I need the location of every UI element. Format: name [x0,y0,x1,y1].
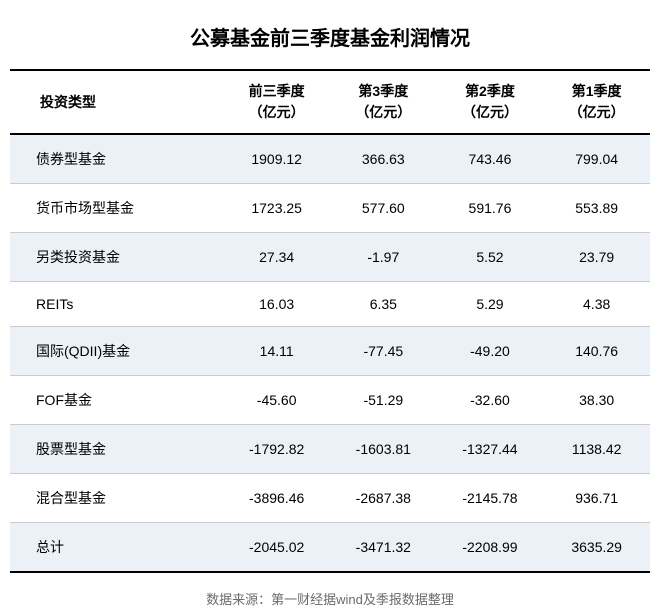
data-source: 数据来源：第一财经据wind及季报数据整理 [10,573,650,616]
table-body: 债券型基金1909.12366.63743.46799.04货币市场型基金172… [10,134,650,571]
col-header-label: 第3季度 [334,81,433,102]
col-header-label: 第1季度 [547,81,646,102]
table-cell: 553.89 [543,184,650,233]
table-row: 另类投资基金27.34-1.975.5223.79 [10,233,650,282]
col-header-label: 投资类型 [40,92,219,113]
table-cell: 1723.25 [223,184,330,233]
table-cell: 16.03 [223,282,330,327]
table-cell: 14.11 [223,327,330,376]
table-cell: 140.76 [543,327,650,376]
table-cell: 债券型基金 [10,134,223,184]
table-row: 总计-2045.02-3471.32-2208.993635.29 [10,523,650,572]
table-row: 债券型基金1909.12366.63743.46799.04 [10,134,650,184]
table-cell: 591.76 [437,184,544,233]
table-cell: -51.29 [330,376,437,425]
col-header-label: 第2季度 [441,81,540,102]
table-cell: 3635.29 [543,523,650,572]
table-cell: 27.34 [223,233,330,282]
table-cell: 366.63 [330,134,437,184]
table-cell: -45.60 [223,376,330,425]
table-cell: 577.60 [330,184,437,233]
table-cell: 1909.12 [223,134,330,184]
page-title: 公募基金前三季度基金利润情况 [10,10,650,69]
table-cell: -2687.38 [330,474,437,523]
col-header-unit: （亿元） [441,102,540,123]
table-cell: REITs [10,282,223,327]
col-header-label: 前三季度 [227,81,326,102]
header-row: 投资类型 前三季度 （亿元） 第3季度 （亿元） 第2季度 （亿元） 第1季度 … [10,71,650,134]
table-row: FOF基金-45.60-51.29-32.6038.30 [10,376,650,425]
table-cell: -1792.82 [223,425,330,474]
table-cell: 国际(QDII)基金 [10,327,223,376]
table-row: 股票型基金-1792.82-1603.81-1327.441138.42 [10,425,650,474]
table-cell: 总计 [10,523,223,572]
table-cell: -1.97 [330,233,437,282]
table-container: 投资类型 前三季度 （亿元） 第3季度 （亿元） 第2季度 （亿元） 第1季度 … [10,69,650,573]
col-header-unit: （亿元） [547,102,646,123]
col-header-type: 投资类型 [10,71,223,134]
profit-table: 投资类型 前三季度 （亿元） 第3季度 （亿元） 第2季度 （亿元） 第1季度 … [10,71,650,571]
col-header-q2: 第2季度 （亿元） [437,71,544,134]
table-cell: -2208.99 [437,523,544,572]
table-cell: 936.71 [543,474,650,523]
table-cell: FOF基金 [10,376,223,425]
table-cell: -2145.78 [437,474,544,523]
table-cell: 5.29 [437,282,544,327]
table-row: 混合型基金-3896.46-2687.38-2145.78936.71 [10,474,650,523]
table-cell: 38.30 [543,376,650,425]
table-cell: -77.45 [330,327,437,376]
table-cell: 23.79 [543,233,650,282]
table-cell: 另类投资基金 [10,233,223,282]
table-cell: -2045.02 [223,523,330,572]
table-cell: 5.52 [437,233,544,282]
col-header-unit: （亿元） [334,102,433,123]
table-cell: 股票型基金 [10,425,223,474]
table-cell: -1327.44 [437,425,544,474]
col-header-unit: （亿元） [227,102,326,123]
table-cell: 混合型基金 [10,474,223,523]
table-cell: 货币市场型基金 [10,184,223,233]
table-cell: -49.20 [437,327,544,376]
col-header-q3: 第3季度 （亿元） [330,71,437,134]
col-header-q1: 第1季度 （亿元） [543,71,650,134]
table-cell: -3471.32 [330,523,437,572]
table-cell: 1138.42 [543,425,650,474]
table-cell: 743.46 [437,134,544,184]
table-cell: -1603.81 [330,425,437,474]
table-row: REITs16.036.355.294.38 [10,282,650,327]
table-row: 货币市场型基金1723.25577.60591.76553.89 [10,184,650,233]
table-cell: -32.60 [437,376,544,425]
col-header-q123: 前三季度 （亿元） [223,71,330,134]
table-row: 国际(QDII)基金14.11-77.45-49.20140.76 [10,327,650,376]
table-cell: 799.04 [543,134,650,184]
table-cell: 6.35 [330,282,437,327]
table-cell: 4.38 [543,282,650,327]
table-cell: -3896.46 [223,474,330,523]
